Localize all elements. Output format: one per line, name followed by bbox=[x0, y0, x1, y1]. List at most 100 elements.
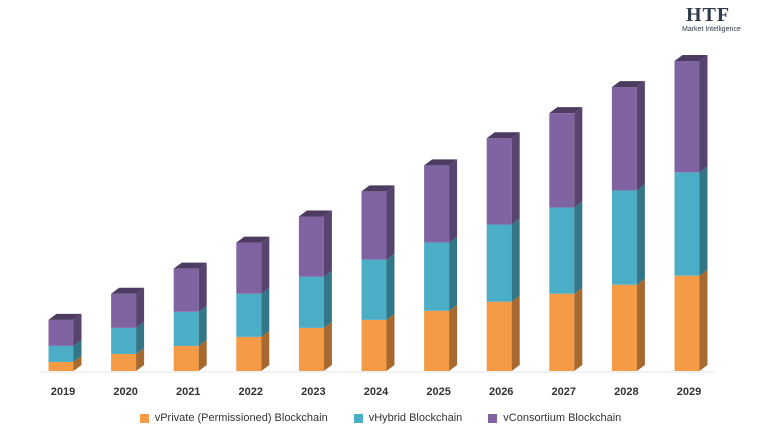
bar-consortium-2024 bbox=[361, 191, 387, 260]
bar-consortium-2019 bbox=[48, 319, 74, 346]
bar-side-consortium-2029 bbox=[699, 55, 708, 173]
bar-private-2024 bbox=[361, 319, 387, 371]
bar-hybrid-2023 bbox=[298, 276, 324, 328]
bar-side-consortium-2021 bbox=[198, 262, 207, 312]
bar-consortium-2025 bbox=[424, 165, 450, 243]
bar-hybrid-2020 bbox=[111, 327, 137, 354]
bar-side-consortium-2020 bbox=[136, 287, 145, 328]
bar-side-private-2022 bbox=[261, 330, 270, 371]
bar-hybrid-2022 bbox=[236, 293, 262, 337]
bar-side-consortium-2023 bbox=[323, 210, 332, 277]
bar-consortium-2022 bbox=[236, 242, 262, 294]
bar-top-2020 bbox=[111, 287, 145, 294]
bar-hybrid-2027 bbox=[549, 207, 575, 294]
bar-consortium-2020 bbox=[111, 293, 137, 328]
legend-item-private: vPrivate (Permissioned) Blockchain bbox=[139, 412, 328, 424]
legend-label-consortium: vConsortium Blockchain bbox=[503, 412, 622, 424]
bar-private-2021 bbox=[173, 345, 199, 371]
bar-side-hybrid-2020 bbox=[136, 321, 145, 354]
chart-legend: vPrivate (Permissioned) Blockchain vHybr… bbox=[0, 412, 761, 424]
bar-side-consortium-2019 bbox=[73, 313, 82, 346]
bar-side-private-2029 bbox=[699, 269, 708, 371]
bar-consortium-2029 bbox=[674, 61, 700, 173]
bar-side-hybrid-2028 bbox=[636, 184, 645, 285]
bar-side-hybrid-2023 bbox=[323, 270, 332, 328]
bar-side-private-2023 bbox=[323, 321, 332, 371]
legend-swatch-hybrid bbox=[353, 413, 363, 423]
bar-consortium-2028 bbox=[611, 87, 637, 191]
bar-private-2029 bbox=[674, 275, 700, 371]
x-tick-label-2020: 2020 bbox=[113, 386, 137, 398]
bar-side-consortium-2027 bbox=[574, 107, 583, 208]
bar-side-private-2028 bbox=[636, 278, 645, 371]
bar-top-2023 bbox=[298, 210, 332, 217]
legend-label-hybrid: vHybrid Blockchain bbox=[368, 412, 463, 424]
bar-consortium-2023 bbox=[298, 216, 324, 277]
bar-side-private-2021 bbox=[198, 339, 207, 371]
bar-hybrid-2028 bbox=[611, 190, 637, 285]
bar-top-2021 bbox=[173, 262, 207, 269]
bar-private-2019 bbox=[48, 361, 74, 371]
bar-side-private-2020 bbox=[136, 347, 145, 371]
bar-side-consortium-2022 bbox=[261, 236, 270, 294]
bar-top-2024 bbox=[361, 185, 395, 192]
bar-side-hybrid-2029 bbox=[699, 166, 708, 276]
bar-top-2019 bbox=[48, 313, 82, 320]
bar-side-private-2024 bbox=[386, 313, 395, 371]
x-tick-label-2027: 2027 bbox=[552, 386, 576, 398]
bar-hybrid-2019 bbox=[48, 345, 74, 362]
bar-hybrid-2026 bbox=[486, 224, 512, 302]
x-tick-label-2019: 2019 bbox=[51, 386, 75, 398]
bar-private-2027 bbox=[549, 293, 575, 371]
bar-side-consortium-2028 bbox=[636, 81, 645, 191]
htf-logo: HTF Market Intelligence bbox=[682, 4, 756, 38]
x-tick-label-2026: 2026 bbox=[489, 386, 513, 398]
bar-top-2027 bbox=[549, 107, 583, 114]
x-tick-label-2022: 2022 bbox=[239, 386, 263, 398]
bar-hybrid-2025 bbox=[424, 242, 450, 311]
legend-swatch-consortium bbox=[488, 413, 498, 423]
bar-consortium-2027 bbox=[549, 113, 575, 208]
bar-hybrid-2029 bbox=[674, 172, 700, 276]
legend-item-consortium: vConsortium Blockchain bbox=[488, 412, 621, 424]
bar-top-2022 bbox=[236, 236, 270, 243]
bar-private-2022 bbox=[236, 336, 262, 371]
bar-side-hybrid-2027 bbox=[574, 201, 583, 294]
bar-private-2025 bbox=[424, 310, 450, 371]
bar-hybrid-2024 bbox=[361, 259, 387, 320]
bar-side-consortium-2026 bbox=[511, 132, 520, 225]
logo-sub-text: Market Intelligence bbox=[682, 26, 741, 33]
bar-top-2025 bbox=[424, 159, 458, 166]
legend-swatch-private bbox=[139, 413, 149, 423]
bar-side-hybrid-2026 bbox=[511, 218, 520, 302]
x-tick-label-2025: 2025 bbox=[426, 386, 450, 398]
bar-consortium-2021 bbox=[173, 268, 199, 312]
bar-top-2026 bbox=[486, 132, 520, 139]
x-tick-label-2024: 2024 bbox=[364, 386, 389, 398]
bar-side-consortium-2025 bbox=[449, 159, 458, 243]
bar-hybrid-2021 bbox=[173, 311, 199, 346]
bar-private-2023 bbox=[298, 327, 324, 371]
x-tick-label-2029: 2029 bbox=[677, 386, 701, 398]
bar-private-2026 bbox=[486, 301, 512, 371]
bar-side-private-2019 bbox=[73, 355, 82, 371]
bar-top-2029 bbox=[674, 55, 708, 61]
legend-label-private: vPrivate (Permissioned) Blockchain bbox=[154, 412, 328, 424]
bar-private-2020 bbox=[111, 353, 137, 371]
bar-consortium-2026 bbox=[486, 138, 512, 225]
bar-side-private-2026 bbox=[511, 295, 520, 371]
logo-main-text: HTF bbox=[686, 4, 731, 26]
bar-private-2028 bbox=[611, 284, 637, 371]
x-tick-label-2028: 2028 bbox=[614, 386, 638, 398]
bar-side-hybrid-2021 bbox=[198, 305, 207, 346]
x-tick-label-2021: 2021 bbox=[176, 386, 200, 398]
bar-side-private-2025 bbox=[449, 304, 458, 371]
legend-item-hybrid: vHybrid Blockchain bbox=[353, 412, 463, 424]
bar-side-hybrid-2019 bbox=[73, 339, 82, 362]
bar-side-consortium-2024 bbox=[386, 185, 395, 260]
bar-side-private-2027 bbox=[574, 287, 583, 371]
bar-top-2028 bbox=[611, 81, 645, 88]
bar-side-hybrid-2022 bbox=[261, 287, 270, 337]
